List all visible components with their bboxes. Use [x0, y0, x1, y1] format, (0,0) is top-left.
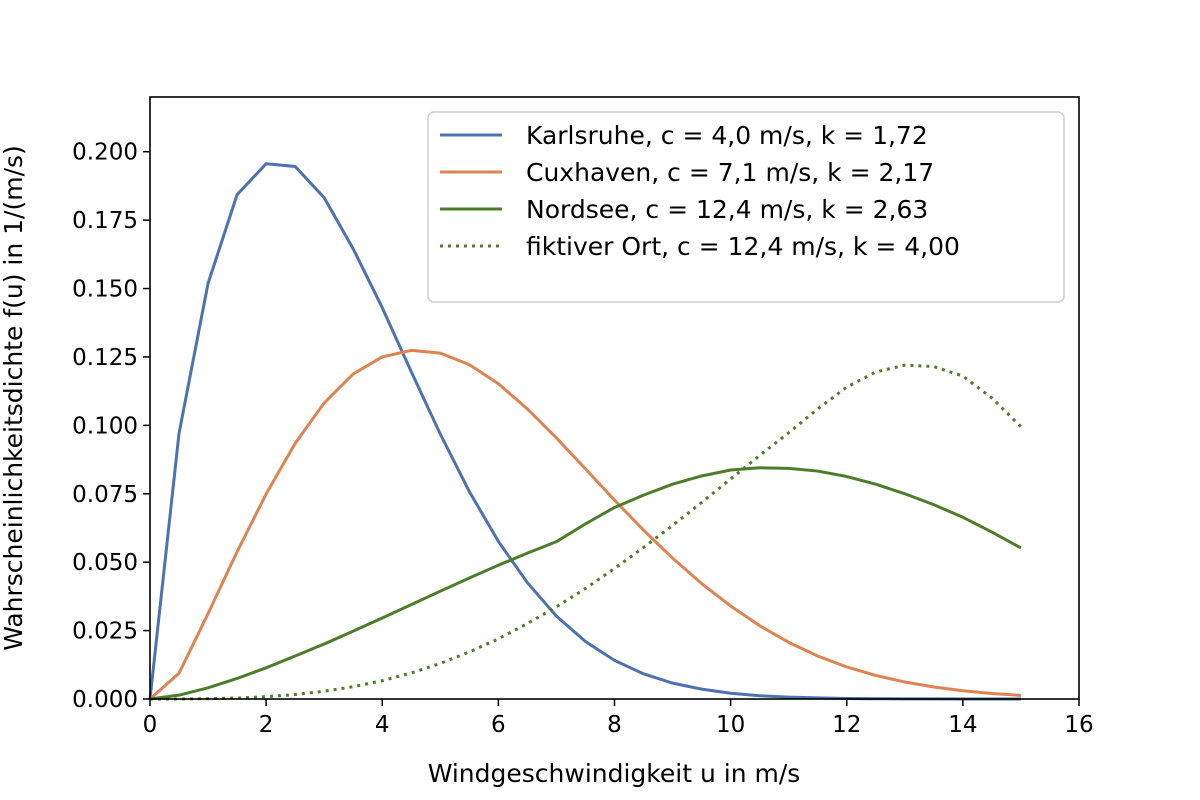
y-tick-label: 0.175 — [72, 208, 138, 234]
legend: Karlsruhe, c = 4,0 m/s, k = 1,72 Cuxhaven… — [427, 111, 1065, 303]
legend-label-0: Karlsruhe, c = 4,0 m/s, k = 1,72 — [526, 121, 928, 150]
legend-label-1: Cuxhaven, c = 7,1 m/s, k = 2,17 — [526, 158, 934, 187]
x-tick-label: 10 — [716, 712, 745, 738]
legend-items: Karlsruhe, c = 4,0 m/s, k = 1,72 Cuxhaven… — [440, 121, 960, 261]
series-line-3 — [149, 363, 1022, 701]
x-axis-ticks: 0 2 4 6 8 10 12 14 16 — [143, 699, 1094, 738]
x-tick-label: 14 — [948, 712, 977, 738]
y-tick-label: 0.000 — [72, 687, 138, 713]
series-line-2 — [149, 466, 1022, 701]
y-axis-ticks: 0.000 0.025 0.050 0.075 0.100 0.125 0.150 0.175… — [72, 140, 150, 713]
y-tick-label: 0.100 — [72, 413, 138, 439]
series-line-1 — [149, 348, 1022, 701]
x-axis-label: Windgeschwindigkeit u in m/s — [428, 759, 801, 788]
y-tick-label: 0.050 — [72, 550, 138, 576]
x-tick-label: 4 — [375, 712, 390, 738]
legend-frame — [427, 111, 1065, 303]
plot-area — [148, 96, 1080, 701]
x-tick-label: 12 — [832, 712, 861, 738]
y-tick-label: 0.125 — [72, 345, 138, 371]
y-tick-label: 0.025 — [72, 619, 138, 645]
y-tick-label: 0.150 — [72, 277, 138, 303]
y-axis-label: Wahrscheinlichkeitsdichte f(u) in 1/(m/s… — [0, 145, 28, 651]
x-tick-label: 6 — [491, 712, 506, 738]
y-tick-label: 0.200 — [72, 140, 138, 166]
x-tick-label: 8 — [607, 712, 622, 738]
x-tick-label: 0 — [143, 712, 158, 738]
x-tick-label: 2 — [259, 712, 274, 738]
y-tick-label: 0.075 — [72, 482, 138, 508]
x-tick-label: 16 — [1064, 712, 1093, 738]
legend-label-2: Nordsee, c = 12,4 m/s, k = 2,63 — [526, 195, 928, 224]
legend-label-3: fiktiver Ort, c = 12,4 m/s, k = 4,00 — [526, 232, 960, 261]
